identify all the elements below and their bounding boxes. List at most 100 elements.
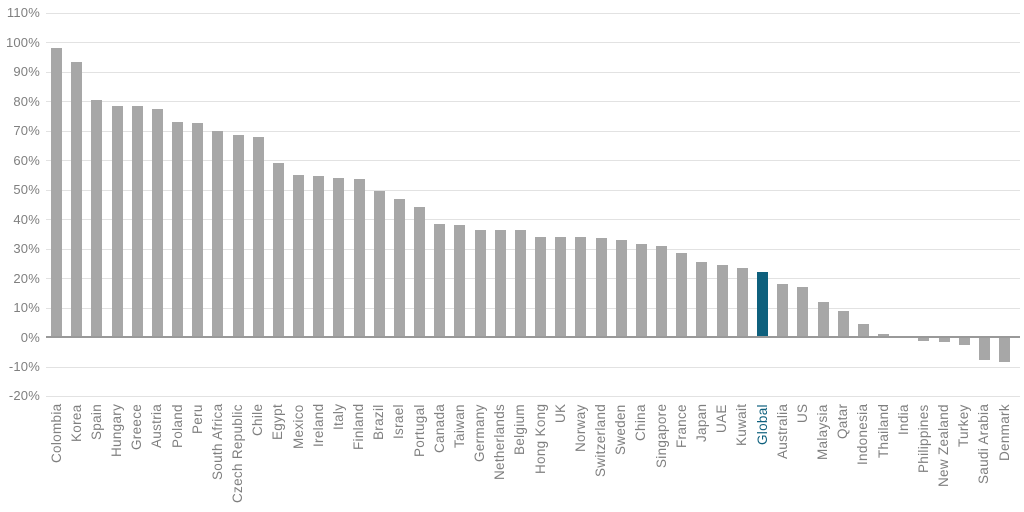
bar-hong-kong [535, 236, 547, 337]
bar-mexico [293, 175, 304, 337]
x-axis-label-italy: Italy [330, 404, 346, 431]
bar-czech-republic [232, 135, 244, 337]
x-axis-label-poland: Poland [169, 404, 185, 448]
x-axis-label-qatar: Qatar [835, 404, 851, 440]
bar-israel [393, 198, 405, 337]
y-axis-tick-label: 70% [13, 123, 40, 139]
bar-qatar [837, 310, 849, 337]
bar-indonesia [857, 323, 869, 337]
x-axis-label-south-africa: South Africa [209, 404, 225, 481]
y-axis-tick-label: -20% [8, 388, 40, 404]
bar-brazil [373, 191, 385, 337]
bar-saudi-arabia [978, 338, 990, 361]
x-axis-label-belgium: Belgium [512, 404, 528, 455]
bar-philippines [918, 338, 930, 341]
y-axis-tick-label: 100% [5, 34, 40, 50]
bar-spain [91, 99, 103, 337]
bar-norway [575, 236, 587, 337]
x-axis-label-hungary: Hungary [109, 404, 124, 458]
bar-singapore [656, 245, 668, 337]
y-axis-tick-label: 60% [13, 152, 40, 168]
x-axis-label-czech-republic: Czech Republic [230, 404, 245, 503]
bar-malaysia [817, 301, 829, 337]
x-axis-label-japan: Japan [693, 404, 709, 443]
x-axis-label-thailand: Thailand [875, 404, 891, 459]
gridline [46, 71, 1020, 73]
x-axis-label-turkey: Turkey [956, 404, 972, 447]
y-axis-tick-label: 30% [13, 241, 40, 257]
x-axis-label-colombia: Colombia [48, 404, 64, 464]
gridline [46, 42, 1020, 44]
x-axis-label-india: India [895, 404, 911, 435]
gridline [46, 160, 1020, 162]
bar-netherlands [494, 229, 506, 337]
bar-uae [716, 264, 728, 337]
x-axis-label-greece: Greece [129, 404, 145, 451]
x-axis-label-australia: Australia [774, 404, 790, 460]
bar-germany [474, 229, 486, 337]
x-axis-label-ireland: Ireland [310, 404, 326, 448]
bar-portugal [414, 207, 426, 337]
bar-belgium [514, 229, 526, 337]
bar-egypt [272, 163, 284, 337]
gridline [46, 278, 1020, 280]
zero-axis-line [46, 336, 1020, 338]
gridline [46, 189, 1020, 191]
bar-korea [71, 61, 83, 337]
bar-italy [333, 177, 345, 337]
x-axis-label-spain: Spain [88, 404, 104, 441]
bar-new-zealand [938, 338, 950, 343]
y-axis-tick-label: 80% [13, 93, 40, 109]
y-axis-tick-label: 20% [13, 270, 40, 286]
x-axis-label-china: China [633, 404, 649, 441]
bar-australia [777, 284, 789, 337]
x-axis-label-israel: Israel [391, 404, 407, 439]
y-axis-tick-label: 110% [6, 5, 40, 21]
bar-greece [131, 105, 143, 337]
bar-sweden [615, 239, 627, 337]
bar-us [797, 286, 809, 337]
bar-france [676, 253, 688, 337]
x-axis-label-norway: Norway [572, 404, 588, 452]
x-axis-label-taiwan: Taiwan [451, 404, 467, 448]
x-axis-label-mexico: Mexico [290, 404, 306, 449]
x-axis-label-us: US [794, 404, 810, 424]
bar-kuwait [736, 267, 748, 337]
gridline [46, 12, 1020, 14]
gridline [46, 307, 1020, 309]
x-axis-label-malaysia: Malaysia [815, 404, 830, 460]
y-axis-tick-label: 50% [13, 182, 40, 198]
gridline [46, 248, 1020, 250]
bar-peru [192, 123, 204, 337]
x-axis-label-canada: Canada [431, 404, 447, 454]
bar-colombia [51, 48, 62, 337]
bar-japan [696, 261, 708, 337]
y-axis-tick-label: 10% [13, 300, 40, 315]
bar-south-africa [212, 130, 224, 337]
x-axis-label-indonesia: Indonesia [855, 404, 871, 466]
gridline [46, 395, 1020, 397]
bar-finland [353, 179, 365, 337]
x-axis-label-france: France [673, 404, 689, 448]
x-axis-label-kuwait: Kuwait [734, 404, 750, 447]
gridline [46, 219, 1020, 221]
x-axis-label-singapore: Singapore [653, 404, 669, 469]
x-axis-label-netherlands: Netherlands [492, 404, 508, 481]
x-axis-label-denmark: Denmark [996, 404, 1012, 461]
y-axis-tick-label: 40% [13, 211, 40, 227]
bar-china [635, 244, 647, 337]
x-axis-label-korea: Korea [68, 404, 84, 442]
x-axis-label-finland: Finland [351, 404, 367, 451]
y-axis-tick-label: 0% [20, 329, 40, 345]
bar-poland [172, 121, 183, 337]
x-axis-label-sweden: Sweden [613, 404, 629, 455]
x-axis-label-philippines: Philippines [915, 404, 931, 473]
gridline [46, 130, 1020, 132]
bar-denmark [999, 338, 1010, 362]
y-axis-tick-label: 90% [13, 64, 40, 80]
bar-uk [555, 236, 567, 337]
bar-switzerland [595, 238, 607, 337]
bar-chile [252, 136, 264, 337]
bar-taiwan [454, 225, 466, 337]
